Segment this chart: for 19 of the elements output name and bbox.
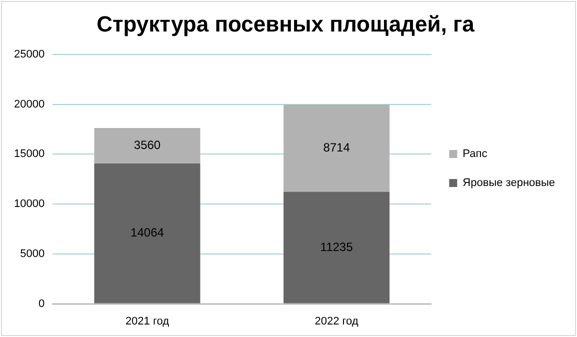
data-label: 11235 xyxy=(320,240,354,254)
bar xyxy=(94,128,200,164)
y-tick-label: 0 xyxy=(38,298,45,310)
data-label: 8714 xyxy=(323,140,350,155)
y-tick-label: 10000 xyxy=(14,198,45,210)
bar xyxy=(284,192,390,304)
y-tick-label: 15000 xyxy=(14,148,45,160)
y-tick-label: 25000 xyxy=(14,48,45,60)
bar xyxy=(284,104,390,192)
bar xyxy=(94,164,200,304)
data-label: 14064 xyxy=(130,226,164,240)
x-tick-label: 2021 год xyxy=(125,315,170,328)
data-label: 3560 xyxy=(134,138,161,152)
y-tick-label: 5000 xyxy=(20,248,45,260)
x-tick-label: 2022 год xyxy=(314,315,359,328)
y-tick-label: 20000 xyxy=(14,98,45,110)
legend-label: Яровые зерновые xyxy=(462,177,556,190)
chart-title: Структура посевных площадей, га xyxy=(96,11,476,36)
legend-label: Рапс xyxy=(462,148,488,160)
